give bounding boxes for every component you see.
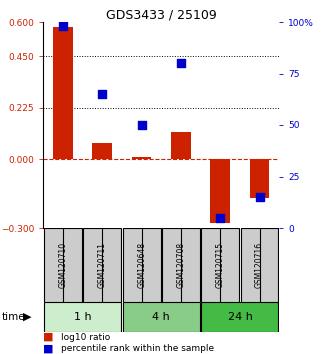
Text: log10 ratio: log10 ratio [61, 332, 110, 342]
Text: 24 h: 24 h [228, 312, 252, 322]
Bar [201, 302, 279, 332]
Text: ■: ■ [43, 343, 54, 353]
Bar [241, 228, 279, 302]
Text: 1 h: 1 h [74, 312, 91, 322]
Bar [211, 159, 230, 223]
Text: GSM120708: GSM120708 [177, 242, 186, 288]
Point [178, 61, 184, 66]
Text: percentile rank within the sample: percentile rank within the sample [61, 344, 214, 353]
Bar [44, 228, 82, 302]
Bar [44, 302, 121, 332]
Point [218, 215, 223, 221]
Bar [53, 27, 73, 159]
Text: GSM120710: GSM120710 [58, 242, 67, 288]
Text: 4 h: 4 h [152, 312, 170, 322]
Point [100, 91, 105, 97]
Text: GSM120648: GSM120648 [137, 242, 146, 288]
Text: GSM120716: GSM120716 [255, 242, 264, 288]
Point [257, 194, 262, 200]
Bar [171, 132, 191, 159]
Point [139, 122, 144, 128]
Text: ■: ■ [43, 332, 54, 342]
Bar [250, 159, 269, 198]
Point [60, 23, 65, 29]
Text: time: time [2, 312, 25, 322]
Text: GSM120711: GSM120711 [98, 242, 107, 288]
Title: GDS3433 / 25109: GDS3433 / 25109 [106, 9, 217, 22]
Bar [162, 228, 200, 302]
Bar [92, 143, 112, 159]
Text: GSM120715: GSM120715 [216, 242, 225, 288]
Bar [201, 228, 239, 302]
Bar [132, 157, 152, 159]
Bar [123, 228, 160, 302]
Text: ▶: ▶ [23, 312, 31, 322]
Bar [83, 228, 121, 302]
Bar [123, 302, 200, 332]
